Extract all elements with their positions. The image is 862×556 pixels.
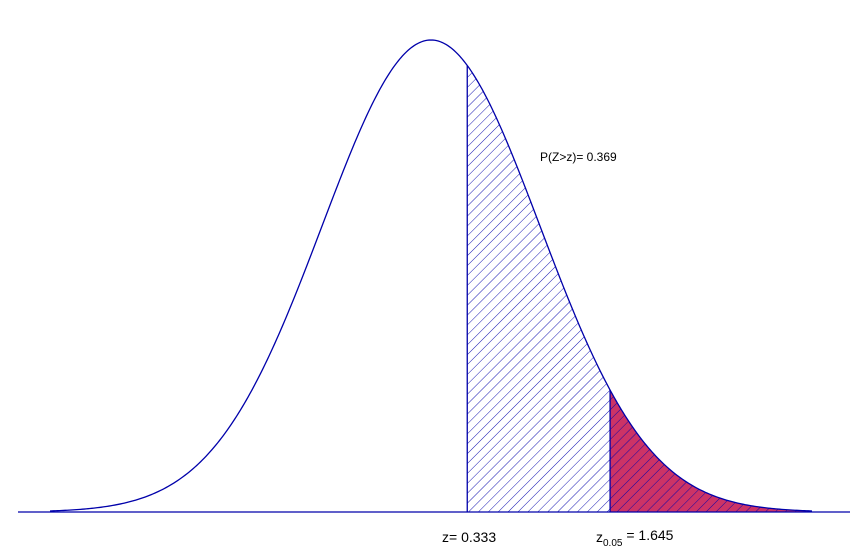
area-probability-label: P(Z>z)= 0.369	[540, 150, 617, 164]
upper-tail-hatched-area	[467, 65, 812, 513]
density-curve	[49, 39, 813, 512]
critical-value-label: z0.05 = 1.645	[596, 527, 674, 549]
z-value-label: z= 0.333	[442, 529, 496, 545]
